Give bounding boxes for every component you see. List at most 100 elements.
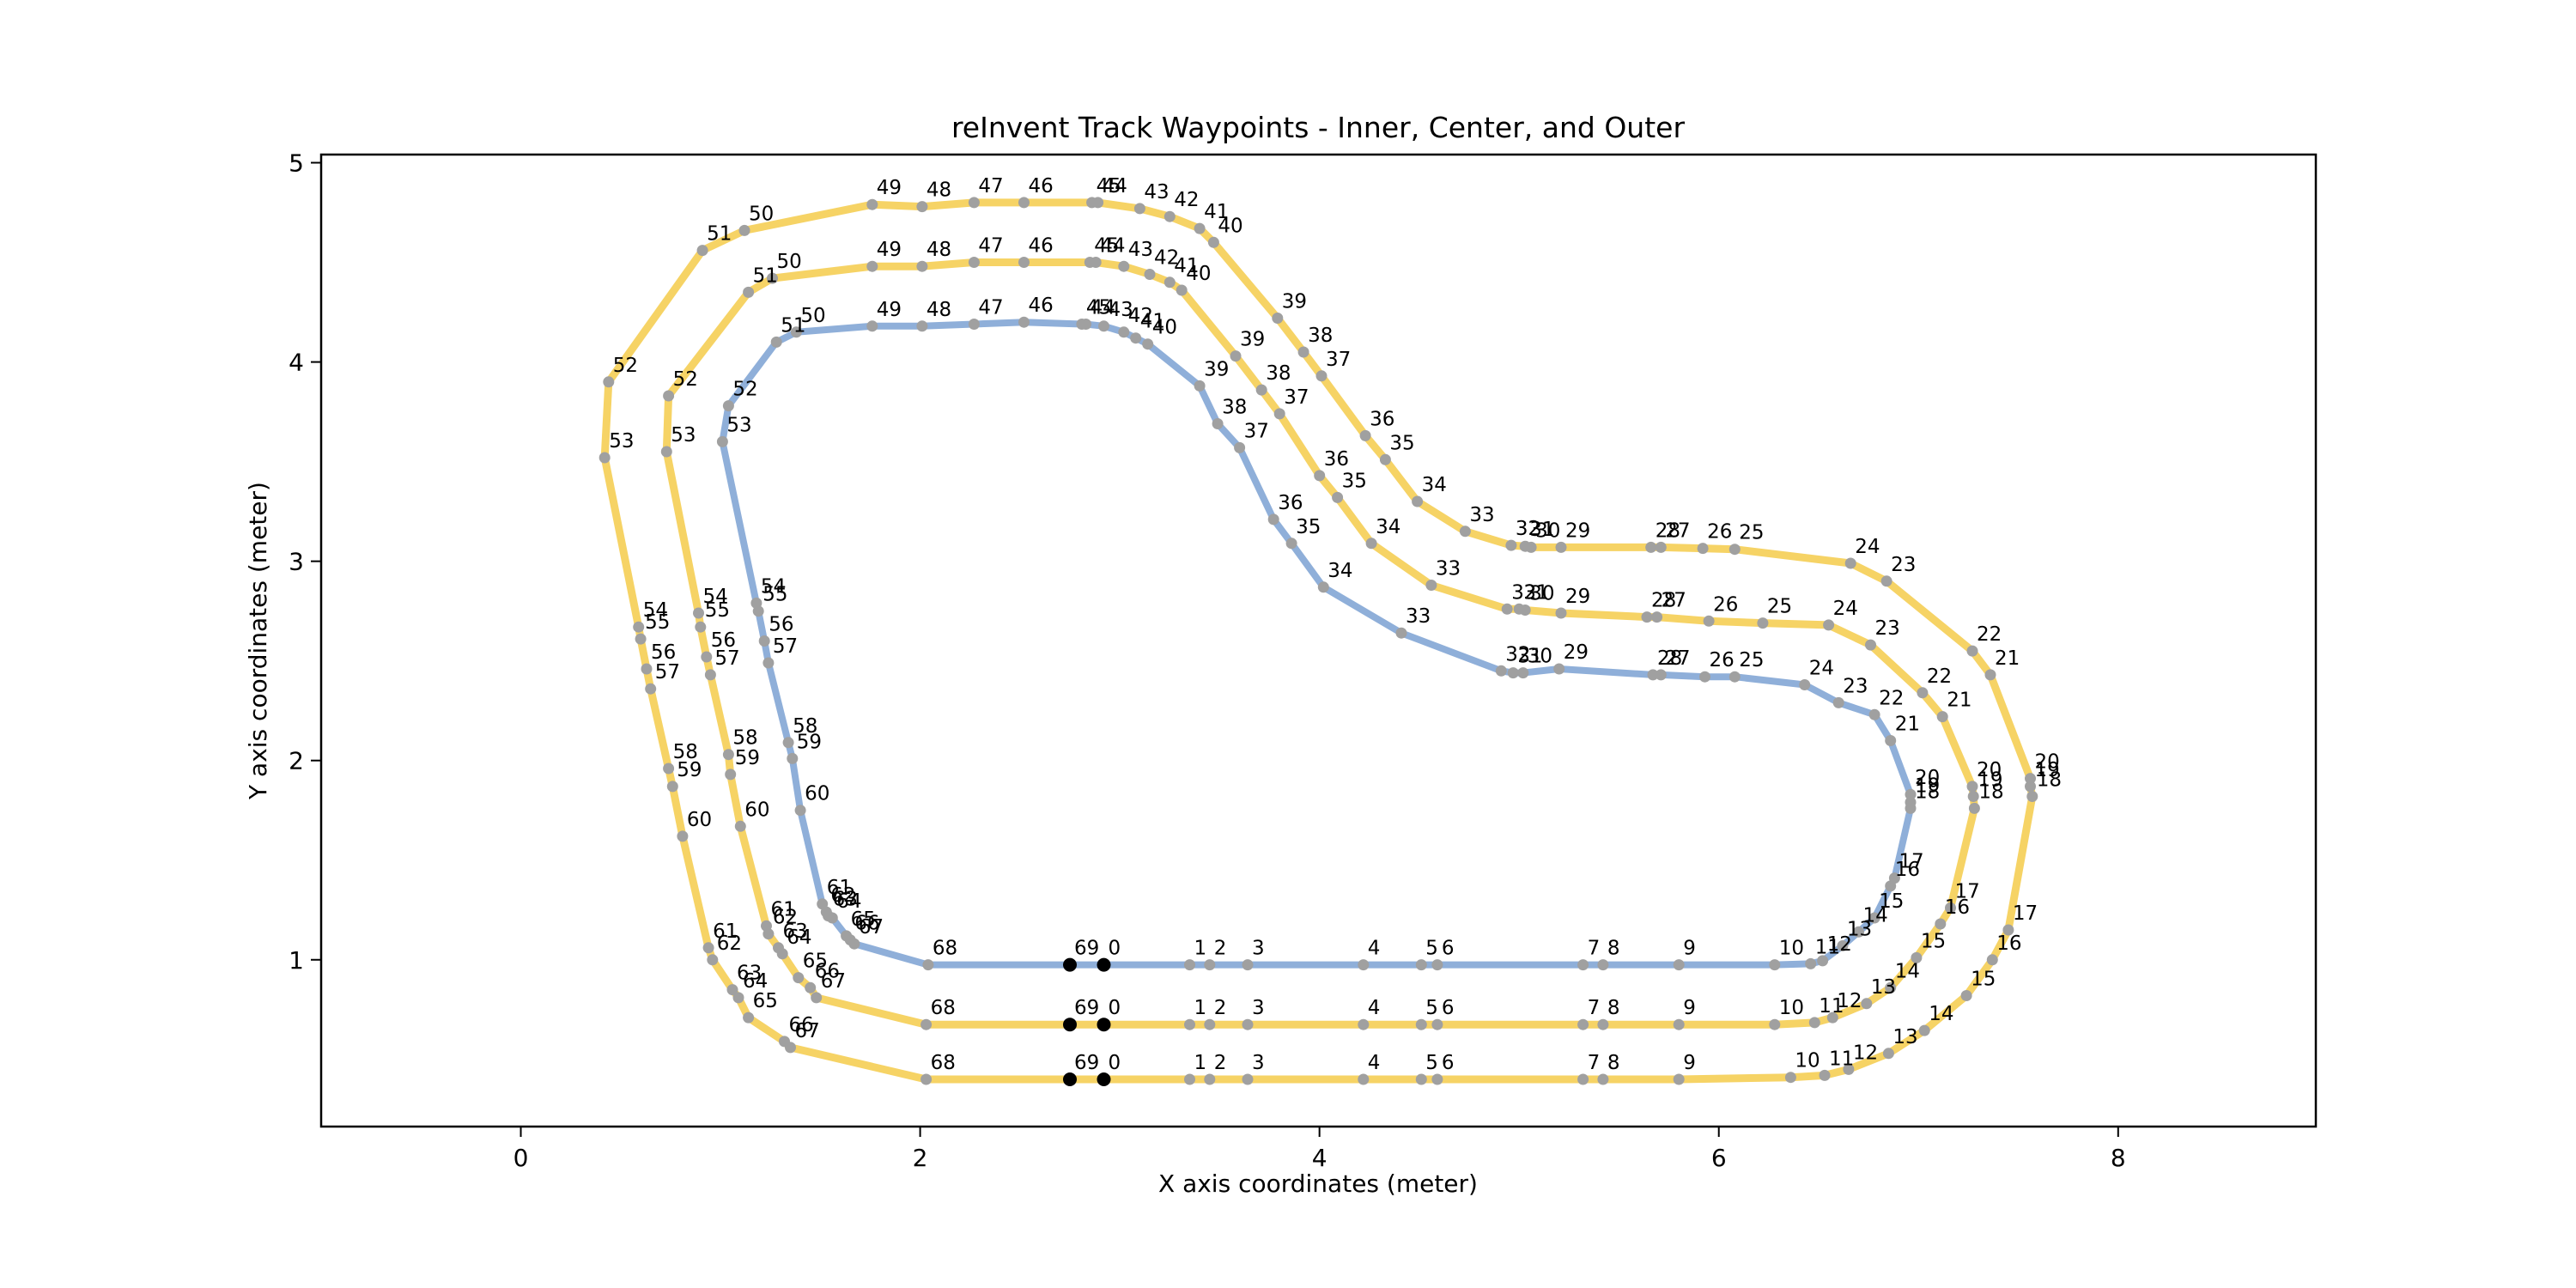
waypoint-label: 51 [781,314,805,337]
waypoint-marker [1936,711,1948,723]
waypoint-marker [968,319,980,330]
waypoint-label: 38 [1266,362,1291,385]
waypoint-label: 69 [1074,1052,1099,1074]
waypoint-label: 37 [1284,386,1309,409]
waypoint-marker [1459,526,1471,538]
waypoint-label: 33 [1436,558,1461,580]
waypoint-marker [1076,319,1088,330]
waypoint-marker [785,1042,796,1054]
waypoint-label: 32 [1505,643,1530,665]
waypoint-label: 23 [1875,617,1900,640]
waypoint-marker [603,376,615,388]
waypoint-marker [1194,380,1206,392]
waypoint-label: 53 [726,414,751,436]
waypoint-label: 43 [1144,181,1169,204]
waypoint-label: 69 [1074,997,1099,1019]
waypoint-marker [1655,541,1667,553]
waypoint-label: 56 [651,641,676,664]
waypoint-marker [1118,326,1130,338]
waypoint-label: 39 [1204,358,1229,380]
waypoint-marker [641,663,653,675]
waypoint-marker [968,257,980,268]
waypoint-marker [716,435,728,447]
waypoint-marker [1673,959,1685,971]
waypoint-label: 0 [1109,1052,1121,1074]
waypoint-label: 20 [1977,759,2002,781]
waypoint-label: 2 [1214,938,1227,960]
waypoint-marker [1885,981,1897,993]
waypoint-marker [1273,408,1285,420]
waypoint-label: 8 [1607,997,1620,1019]
waypoint-label: 68 [931,997,956,1019]
y-tick-label: 2 [289,747,304,775]
waypoint-marker [782,737,794,749]
waypoint-marker [1415,1018,1427,1030]
waypoint-label: 61 [827,877,852,899]
waypoint-label: 18 [1915,781,1940,803]
waypoint-marker [1966,645,1978,657]
waypoint-marker [794,805,806,817]
waypoint-marker [1431,959,1443,971]
waypoint-label: 27 [1665,647,1690,670]
waypoint-label: 43 [1109,299,1133,321]
waypoint-label: 21 [1995,647,2020,670]
waypoint-marker [1230,350,1242,362]
waypoint-marker [1888,872,1900,884]
waypoint-label: 2 [1214,997,1227,1019]
waypoint-label: 9 [1683,1052,1696,1074]
waypoint-marker [1553,663,1565,675]
start-waypoint-marker [1063,1072,1077,1086]
waypoint-marker [1242,1018,1254,1030]
waypoint-marker [1577,1073,1589,1085]
waypoint-marker [922,959,934,971]
waypoint-label: 47 [978,235,1003,258]
waypoint-label: 55 [645,611,670,634]
waypoint-label: 12 [1853,1042,1878,1064]
waypoint-label: 5 [1425,997,1438,1019]
waypoint-label: 59 [677,759,702,781]
waypoint-label: 15 [1921,930,1946,952]
waypoint-marker [725,769,737,781]
waypoint-label: 19 [1978,769,2002,792]
waypoint-marker [1885,735,1897,746]
waypoint-marker [1018,197,1030,209]
waypoint-label: 37 [1326,349,1351,371]
waypoint-marker [762,657,775,669]
waypoint-label: 26 [1713,593,1738,616]
waypoint-marker [1865,639,1876,651]
waypoint-marker [762,928,775,940]
start-waypoint-marker [1097,1018,1111,1032]
waypoint-label: 13 [1893,1026,1917,1048]
waypoint-label: 52 [673,368,698,391]
waypoint-label: 48 [927,179,951,202]
waypoint-label: 51 [753,264,778,287]
waypoint-label: 14 [1895,960,1920,982]
waypoint-label: 35 [1389,432,1414,454]
waypoint-label: 42 [1154,247,1179,270]
waypoint-marker [1379,453,1391,465]
waypoint-label: 60 [687,809,712,831]
waypoint-label: 22 [1927,665,1952,688]
waypoint-marker [1697,543,1709,555]
waypoint-label: 1 [1194,1052,1207,1074]
waypoint-label: 43 [1128,239,1153,261]
waypoint-label: 13 [1871,976,1896,999]
waypoint-marker [1018,316,1030,328]
waypoint-marker [1018,257,1030,268]
waypoint-label: 53 [609,430,634,453]
waypoint-marker [1358,1073,1370,1085]
track-loop-outer: 0 1 2 3 4 5 6 7 8 9 10 1112131415161718192021222324… [598,175,2062,1086]
waypoint-label: 61 [771,898,796,920]
waypoint-label: 8 [1607,938,1620,960]
waypoint-label: 57 [773,635,798,658]
waypoint-label: 49 [877,177,902,199]
waypoint-marker [1769,959,1781,971]
waypoint-label: 4 [1368,938,1381,960]
waypoint-label: 37 [1244,420,1269,442]
waypoint-marker [2026,791,2038,802]
waypoint-marker [1204,959,1216,971]
track-lines: 0 1 2 3 4 5 6 7 8 9 10 1112131415161718192021222324… [598,175,2062,1086]
waypoint-marker [695,621,707,633]
waypoint-marker [1880,575,1893,587]
